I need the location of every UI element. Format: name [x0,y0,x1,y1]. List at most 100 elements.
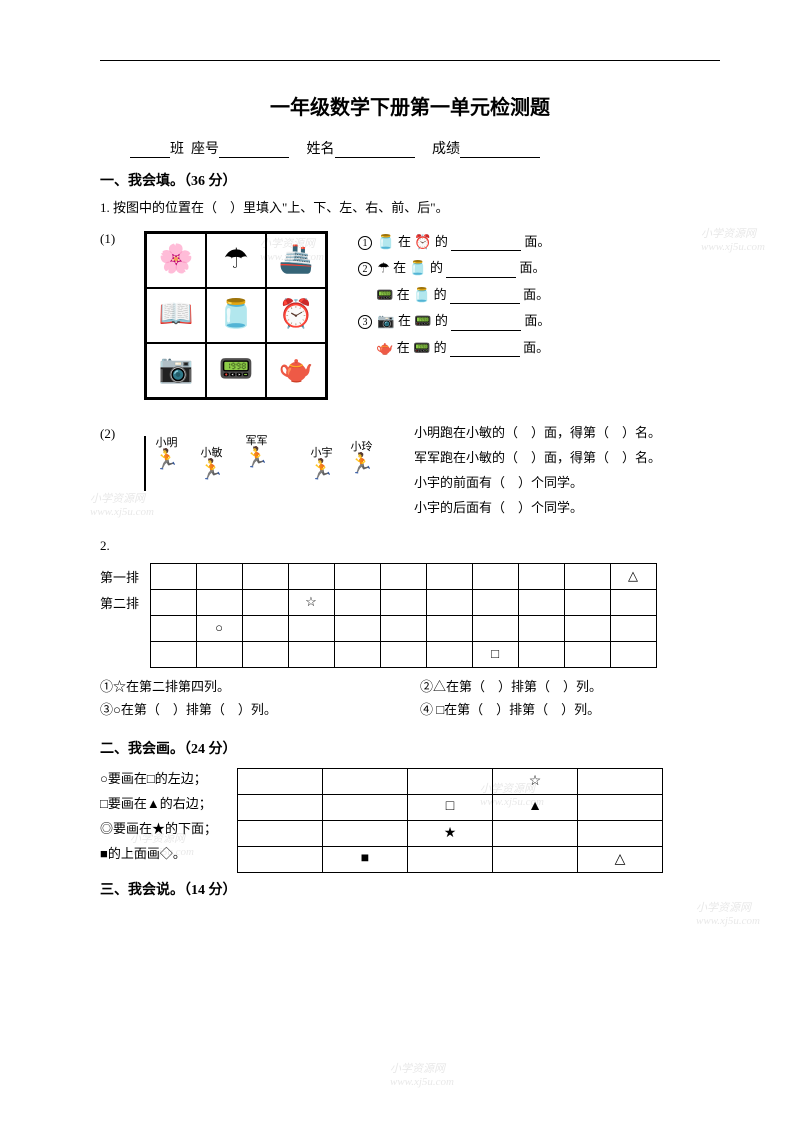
q1-fill-lines: 1 🫙 在 ⏰ 的 面。2 ☂ 在 🫙 的 面。📟 在 🫙 的 面。3 📷 在 … [358,225,550,408]
grid-cell [610,615,656,641]
draw-cell [238,794,323,820]
section-1-head: 一、我会填。（36 分） [100,170,720,190]
grid-cell [472,615,518,641]
draw-cell: ▲ [493,794,578,820]
draw-cell: ☆ [493,768,578,794]
student-info-row: 班 座号 姓名 成绩 [100,138,720,158]
runners-figure: 小明🏃小敏🏃军军🏃小宇🏃小玲🏃 [144,426,394,496]
q2-question: ③○在第（ ）排第（ ）列。 [100,699,400,718]
draw-rule: □要画在▲的右边； [100,793,217,812]
q2-question: ④ □在第（ ）排第（ ）列。 [420,699,720,718]
class-blank[interactable] [130,142,170,158]
grid-cell [288,563,334,589]
grid-cell [150,615,196,641]
draw-cell [493,820,578,846]
grid-cell: ☆ [288,589,334,615]
grid-cell [426,563,472,589]
grid-cell [564,589,610,615]
draw-rule: ○要画在□的左边； [100,768,217,787]
runner: 小明🏃 [154,434,179,470]
device-icon: 📟 [219,356,254,384]
draw-rules: ○要画在□的左边； □要画在▲的右边； ◎要画在★的下面； ■的上面画◇。 [100,768,217,868]
draw-cell [578,820,663,846]
race-line: 小宇的前面有（ ）个同学。 [414,472,661,491]
grid-cell [242,641,288,667]
grid-cell [472,563,518,589]
race-fill-lines: 小明跑在小敏的（ ）面，得第（ ）名。 军军跑在小敏的（ ）面，得第（ ）名。 … [414,422,661,522]
fill-line: 1 🫙 在 ⏰ 的 面。 [358,231,550,252]
draw-table: ☆□▲★■△ [237,768,663,873]
draw-cell: ■ [323,846,408,872]
draw-cell [323,794,408,820]
fill-line: 2 ☂ 在 🫙 的 面。 [358,257,550,278]
grid-cell: 🫙 [206,288,266,343]
score-blank[interactable] [460,142,540,158]
draw-cell: □ [408,794,493,820]
grid-cell [150,589,196,615]
draw-cell [323,820,408,846]
draw-cell [578,794,663,820]
draw-cell [238,820,323,846]
runner: 军军🏃 [244,432,269,468]
runner: 小敏🏃 [199,444,224,480]
grid-cell [426,641,472,667]
seat-blank[interactable] [219,142,289,158]
draw-cell [408,768,493,794]
grid-cell: △ [610,563,656,589]
q1-part2-label: (2) [100,422,124,522]
q1-part1-label: (1) [100,225,124,408]
name-blank[interactable] [335,142,415,158]
grid-cell [380,589,426,615]
top-rule [100,60,720,61]
grid-cell: □ [472,641,518,667]
grid-cell [242,563,288,589]
grid-cell: 📖 [146,288,206,343]
q1-part1: (1) 🌸 ☂ 🚢 📖 🫙 ⏰ 📷 📟 🫖 1 🫙 在 ⏰ 的 面。 2 ☂ 在 … [100,225,720,408]
race-line: 军军跑在小敏的（ ）面，得第（ ）名。 [414,447,661,466]
q1-part2: (2) 小明🏃小敏🏃军军🏃小宇🏃小玲🏃 小明跑在小敏的（ ）面，得第（ ）名。 … [100,422,720,522]
page-title: 一年级数学下册第一单元检测题 [100,91,720,120]
grid-cell [564,563,610,589]
draw-cell [238,846,323,872]
q1-prompt: 1. 按图中的位置在（ ）里填入"上、下、左、右、前、后"。 [100,198,720,219]
watermark: 小学资源网www.xj5u.com [696,899,760,927]
fill-line: 📟 在 🫙 的 面。 [358,284,550,305]
flower-icon: 🌸 [159,246,194,274]
grid-cell [380,563,426,589]
grid-cell [288,641,334,667]
grid-cell [564,615,610,641]
teapot-icon: 🫖 [279,356,314,384]
grid-cell [334,615,380,641]
race-line: 小宇的后面有（ ）个同学。 [414,497,661,516]
grid-cell [334,589,380,615]
book-icon: 📖 [159,301,194,329]
watermark: 小学资源网www.xj5u.com [390,1060,454,1088]
q2-question: ①☆在第二排第四列。 [100,676,400,695]
ship-icon: 🚢 [279,246,314,274]
draw-rule: ◎要画在★的下面； [100,818,217,837]
draw-cell [238,768,323,794]
grid-cell [518,615,564,641]
grid-cell [610,589,656,615]
camera-icon: 📷 [159,356,194,384]
grid-cell [426,589,472,615]
grid-cell [426,615,472,641]
fill-line: 🫖 在 📟 的 面。 [358,337,550,358]
grid-table: 第一排△第二排☆○□ [100,563,657,668]
grid-cell [196,641,242,667]
grid-cell [518,641,564,667]
q2-questions: ①☆在第二排第四列。 ②△在第（ ）排第（ ）列。 ③○在第（ ）排第（ ）列。… [100,676,720,718]
grid-cell: 📷 [146,343,206,398]
grid-cell [380,615,426,641]
grid-cell: ⏰ [266,288,326,343]
grid-cell [150,641,196,667]
section-3-head: 三、我会说。（14 分） [100,879,720,899]
draw-cell [323,768,408,794]
grid-cell [518,589,564,615]
grid-cell [150,563,196,589]
draw-exercise: ○要画在□的左边； □要画在▲的右边； ◎要画在★的下面； ■的上面画◇。 ☆□… [100,768,720,873]
grid-cell: ☂ [206,233,266,288]
grid-cell [518,563,564,589]
object-grid: 🌸 ☂ 🚢 📖 🫙 ⏰ 📷 📟 🫖 [144,231,328,400]
grid-cell [196,589,242,615]
